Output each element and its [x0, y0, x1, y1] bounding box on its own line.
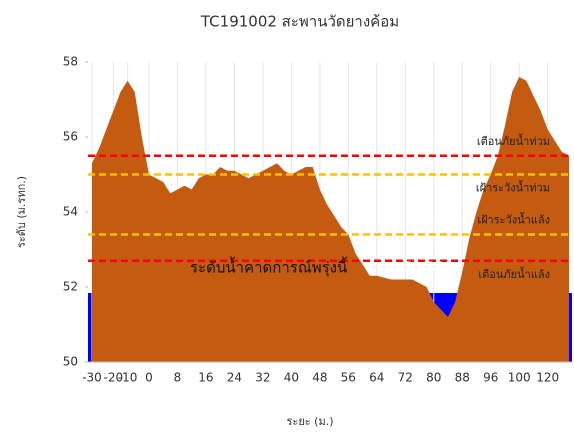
- ground-area: [92, 77, 570, 362]
- x-tick-label: 64: [369, 371, 384, 385]
- y-tick-label: 56: [63, 130, 78, 144]
- forecast-value: +51.84: [392, 260, 444, 276]
- reference-label: เตือนภัยน้ำแล้ง: [478, 266, 550, 281]
- x-tick-label: 88: [455, 371, 470, 385]
- reference-label: เฝ้าระวังน้ำแล้ง: [477, 212, 550, 227]
- x-tick-label: 16: [198, 371, 213, 385]
- x-tick-label: 24: [227, 371, 242, 385]
- x-tick-label: 96: [483, 371, 498, 385]
- x-tick-label: -30: [82, 371, 102, 385]
- y-axis-label: ระดับ (ม.รทก.): [15, 176, 28, 248]
- x-tick-label: 48: [312, 371, 327, 385]
- y-tick-label: 52: [63, 280, 78, 294]
- y-tick-label: 50: [63, 355, 78, 369]
- x-tick-label: 32: [255, 371, 270, 385]
- x-tick-label: 56: [341, 371, 356, 385]
- chart-title: TC191002 สะพานวัดยางค้อม: [200, 13, 399, 31]
- x-axis-label: ระยะ (ม.): [287, 415, 334, 428]
- x-tick-label: 8: [174, 371, 182, 385]
- x-tick-label: 100: [508, 371, 531, 385]
- reference-label: เฝ้าระวังน้ำท่วม: [476, 180, 550, 195]
- x-tick-label: -10: [118, 371, 138, 385]
- x-tick-label: 0: [145, 371, 153, 385]
- x-tick-label: 80: [426, 371, 441, 385]
- x-tick-label: -20: [104, 371, 124, 385]
- x-tick-label: 72: [398, 371, 413, 385]
- y-tick-label: 58: [63, 55, 78, 69]
- y-tick-label: 54: [63, 205, 78, 219]
- x-tick-label: 40: [284, 371, 299, 385]
- reference-label: เตือนภัยน้ำท่วม: [477, 133, 550, 148]
- forecast-label: ระดับน้ำคาดการณ์พรุ่งนี้: [190, 257, 348, 278]
- x-tick-label: 120: [536, 371, 559, 385]
